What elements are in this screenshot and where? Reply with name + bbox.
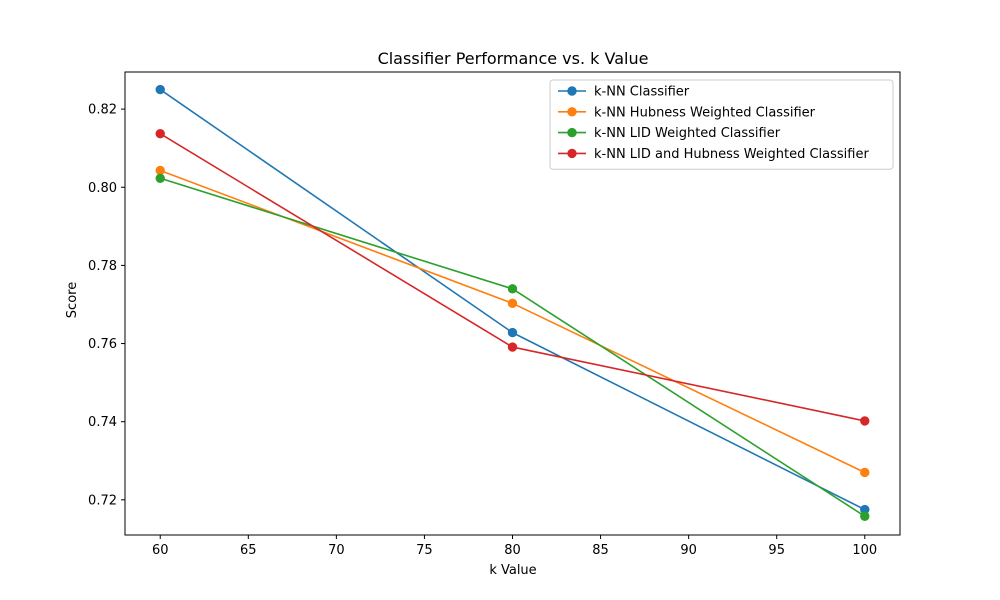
- series-line: [159, 169, 866, 474]
- y-tick-label: 0.72: [88, 493, 117, 508]
- y-axis-label: Score: [65, 282, 80, 318]
- x-tick-label: 95: [768, 543, 785, 558]
- legend-marker: [567, 148, 577, 159]
- data-point: [155, 173, 165, 183]
- legend: k-NN Classifier k-NN Hubness Weighted Cla…: [549, 79, 894, 170]
- data-point: [507, 342, 518, 352]
- legend-entry-label: k-NN Classifier: [594, 85, 690, 100]
- data-point: [507, 327, 518, 338]
- data-point: [155, 129, 165, 139]
- legend-entry-label: k-NN Hubness Weighted Classifier: [594, 105, 816, 120]
- x-tick-label: 60: [152, 543, 169, 558]
- x-axis-label: k Value: [489, 563, 536, 578]
- legend-box: [549, 79, 894, 170]
- data-point: [155, 165, 165, 176]
- legend-entry-label: k-NN LID and Hubness Weighted Classifier: [594, 147, 869, 162]
- plot-area: 60 65 70 75 80 85 90 95 100 0.72 0.74 0.76 0.78 0.80 0…: [88, 71, 901, 558]
- y-tick-label: 0.78: [88, 259, 117, 274]
- data-point: [155, 84, 165, 95]
- y-tick-label: 0.80: [88, 181, 117, 196]
- legend-marker: [567, 107, 577, 117]
- data-point: [507, 298, 518, 309]
- legend-marker: [567, 86, 577, 96]
- data-point: [860, 511, 870, 521]
- legend-entry-label: k-NN LID Weighted Classifier: [594, 126, 781, 141]
- data-point: [507, 284, 518, 294]
- y-tick-label: 0.76: [88, 337, 117, 352]
- x-tick-label: 85: [592, 543, 609, 558]
- x-tick-label: 75: [416, 543, 433, 558]
- chart-title: Classifier Performance vs. k Value: [378, 49, 649, 68]
- x-tick-label: 80: [504, 543, 521, 558]
- x-tick-label: 100: [852, 543, 877, 558]
- x-tick-label: 90: [680, 543, 697, 558]
- data-point: [860, 467, 870, 478]
- y-tick-label: 0.74: [88, 415, 117, 430]
- data-point: [860, 416, 870, 426]
- x-tick-label: 65: [240, 543, 257, 558]
- legend-marker: [567, 127, 577, 138]
- x-tick-label: 70: [328, 543, 345, 558]
- y-tick-label: 0.82: [88, 103, 117, 118]
- series-line: [159, 133, 865, 422]
